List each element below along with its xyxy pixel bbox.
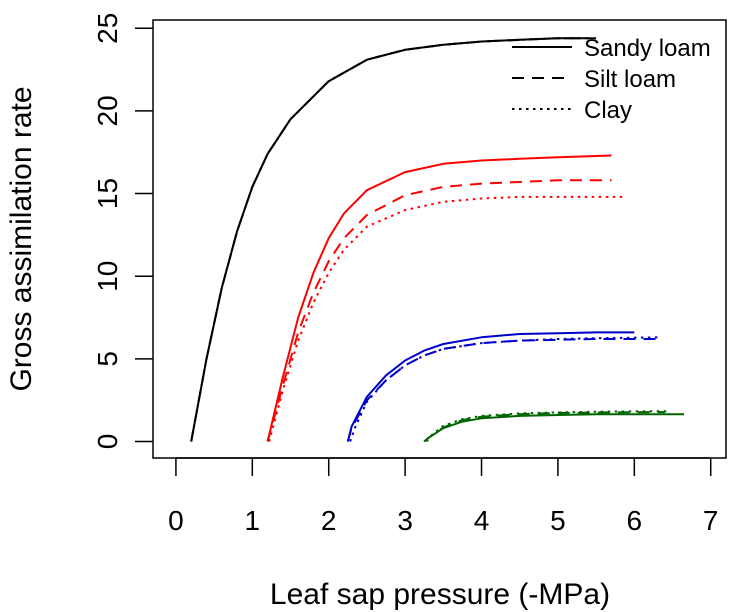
x-tick-label: 1 — [245, 505, 261, 536]
series-line-group4-dotted — [425, 410, 669, 443]
series-line-group2-dashed — [266, 179, 612, 442]
series-group — [190, 37, 684, 443]
series-line-group1-dashed — [190, 37, 589, 442]
y-axis-label: Gross assimilation rate — [5, 86, 38, 391]
legend: Sandy loam Silt loam Clay — [512, 35, 711, 124]
legend-label-sandy-loam: Sandy loam — [584, 35, 711, 62]
y-tick-label: 20 — [92, 95, 123, 126]
series-line-group2-solid — [266, 154, 612, 442]
x-axis-label: Leaf sap pressure (-MPa) — [270, 578, 610, 611]
y-tick-label: 0 — [92, 434, 123, 450]
x-tick-label: 3 — [397, 505, 413, 536]
x-tick-label: 4 — [474, 505, 490, 536]
series-line-group3-dashed — [346, 338, 658, 442]
series-line-group1-solid — [190, 37, 597, 442]
x-tick-label: 5 — [550, 505, 566, 536]
series-line-group3-solid — [346, 331, 635, 442]
legend-label-clay: Clay — [584, 97, 632, 124]
y-tick-label: 5 — [92, 351, 123, 367]
y-tick-label: 25 — [92, 13, 123, 44]
y-tick-label: 10 — [92, 261, 123, 292]
series-line-group2-dotted — [268, 195, 627, 442]
x-tick-label: 2 — [321, 505, 337, 536]
x-axis: 0 1 2 3 4 5 6 7 — [168, 457, 719, 536]
series-line-group1-dotted — [190, 37, 589, 442]
series-line-group3-dotted — [349, 336, 662, 442]
series-line-group4-dashed — [423, 411, 665, 443]
legend-label-silt-loam: Silt loam — [584, 66, 676, 93]
x-tick-label: 0 — [168, 505, 184, 536]
x-tick-label: 6 — [627, 505, 643, 536]
y-tick-label: 15 — [92, 178, 123, 209]
x-tick-label: 7 — [703, 505, 719, 536]
y-axis: 0 5 10 15 20 25 — [92, 13, 153, 450]
series-line-group4-solid — [423, 413, 684, 443]
